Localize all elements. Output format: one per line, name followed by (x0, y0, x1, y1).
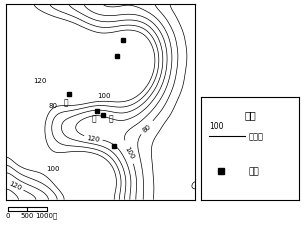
Text: 丙: 丙 (109, 114, 113, 123)
Text: 100: 100 (123, 145, 135, 160)
Text: 村庄: 村庄 (248, 167, 259, 176)
Text: 100: 100 (98, 92, 111, 98)
Text: 80: 80 (49, 102, 58, 108)
Text: 乙: 乙 (92, 114, 96, 123)
Text: 100: 100 (209, 121, 224, 130)
Text: 等高线: 等高线 (248, 132, 263, 141)
Text: 120: 120 (34, 78, 47, 84)
Text: 500: 500 (21, 212, 34, 217)
Text: 120: 120 (86, 135, 100, 143)
Text: 1000米: 1000米 (36, 212, 58, 218)
Text: 甲: 甲 (63, 98, 68, 107)
Text: 100: 100 (47, 165, 60, 171)
Text: 80: 80 (142, 123, 152, 133)
Text: 0: 0 (6, 212, 10, 217)
Text: 120: 120 (8, 179, 22, 190)
Text: 图例: 图例 (244, 110, 256, 120)
